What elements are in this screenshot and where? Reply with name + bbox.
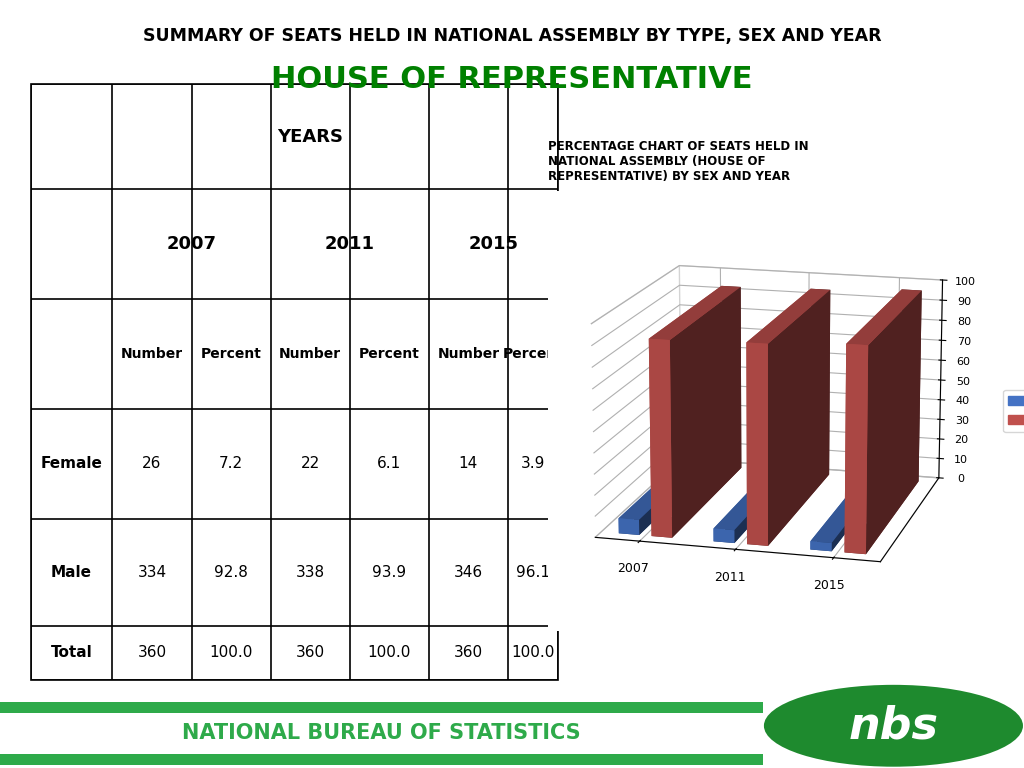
Text: 7.2: 7.2 xyxy=(219,456,243,472)
Text: 338: 338 xyxy=(296,565,325,580)
Text: 2007: 2007 xyxy=(167,235,216,253)
Text: 100.0: 100.0 xyxy=(511,645,555,660)
Text: 96.1: 96.1 xyxy=(516,565,550,580)
Text: 360: 360 xyxy=(296,645,325,660)
Text: 22: 22 xyxy=(301,456,319,472)
Text: 92.8: 92.8 xyxy=(214,565,248,580)
Legend: Female, Male: Female, Male xyxy=(1004,389,1024,432)
Text: 2015: 2015 xyxy=(468,235,518,253)
Text: nbs: nbs xyxy=(849,704,938,747)
Text: Number: Number xyxy=(437,347,500,361)
Text: NATIONAL BUREAU OF STATISTICS: NATIONAL BUREAU OF STATISTICS xyxy=(182,723,581,743)
Text: YEARS: YEARS xyxy=(278,127,343,146)
Text: SUMMARY OF SEATS HELD IN NATIONAL ASSEMBLY BY TYPE, SEX AND YEAR: SUMMARY OF SEATS HELD IN NATIONAL ASSEMB… xyxy=(142,27,882,45)
Text: 360: 360 xyxy=(137,645,167,660)
Text: 100.0: 100.0 xyxy=(210,645,253,660)
Ellipse shape xyxy=(764,685,1023,766)
Text: Number: Number xyxy=(121,347,183,361)
Bar xyxy=(0,753,763,765)
Text: Male: Male xyxy=(51,565,92,580)
Text: Percent: Percent xyxy=(201,347,261,361)
Text: 14: 14 xyxy=(459,456,478,472)
Text: 360: 360 xyxy=(454,645,483,660)
Text: 334: 334 xyxy=(137,565,167,580)
Text: 3.9: 3.9 xyxy=(521,456,545,472)
Text: 346: 346 xyxy=(454,565,483,580)
Text: Female: Female xyxy=(41,456,102,472)
Text: 2011: 2011 xyxy=(325,235,375,253)
Text: Number: Number xyxy=(280,347,341,361)
Text: 93.9: 93.9 xyxy=(373,565,407,580)
Text: Percent: Percent xyxy=(358,347,420,361)
Text: Percent: Percent xyxy=(503,347,563,361)
Text: 6.1: 6.1 xyxy=(377,456,401,472)
Text: PERCENTAGE CHART OF SEATS HELD IN
NATIONAL ASSEMBLY (HOUSE OF
REPRESENTATIVE) BY: PERCENTAGE CHART OF SEATS HELD IN NATION… xyxy=(548,140,809,183)
Text: 100.0: 100.0 xyxy=(368,645,411,660)
Text: 26: 26 xyxy=(142,456,162,472)
Bar xyxy=(0,702,763,713)
Text: Total: Total xyxy=(51,645,92,660)
Text: HOUSE OF REPRESENTATIVE: HOUSE OF REPRESENTATIVE xyxy=(271,65,753,94)
